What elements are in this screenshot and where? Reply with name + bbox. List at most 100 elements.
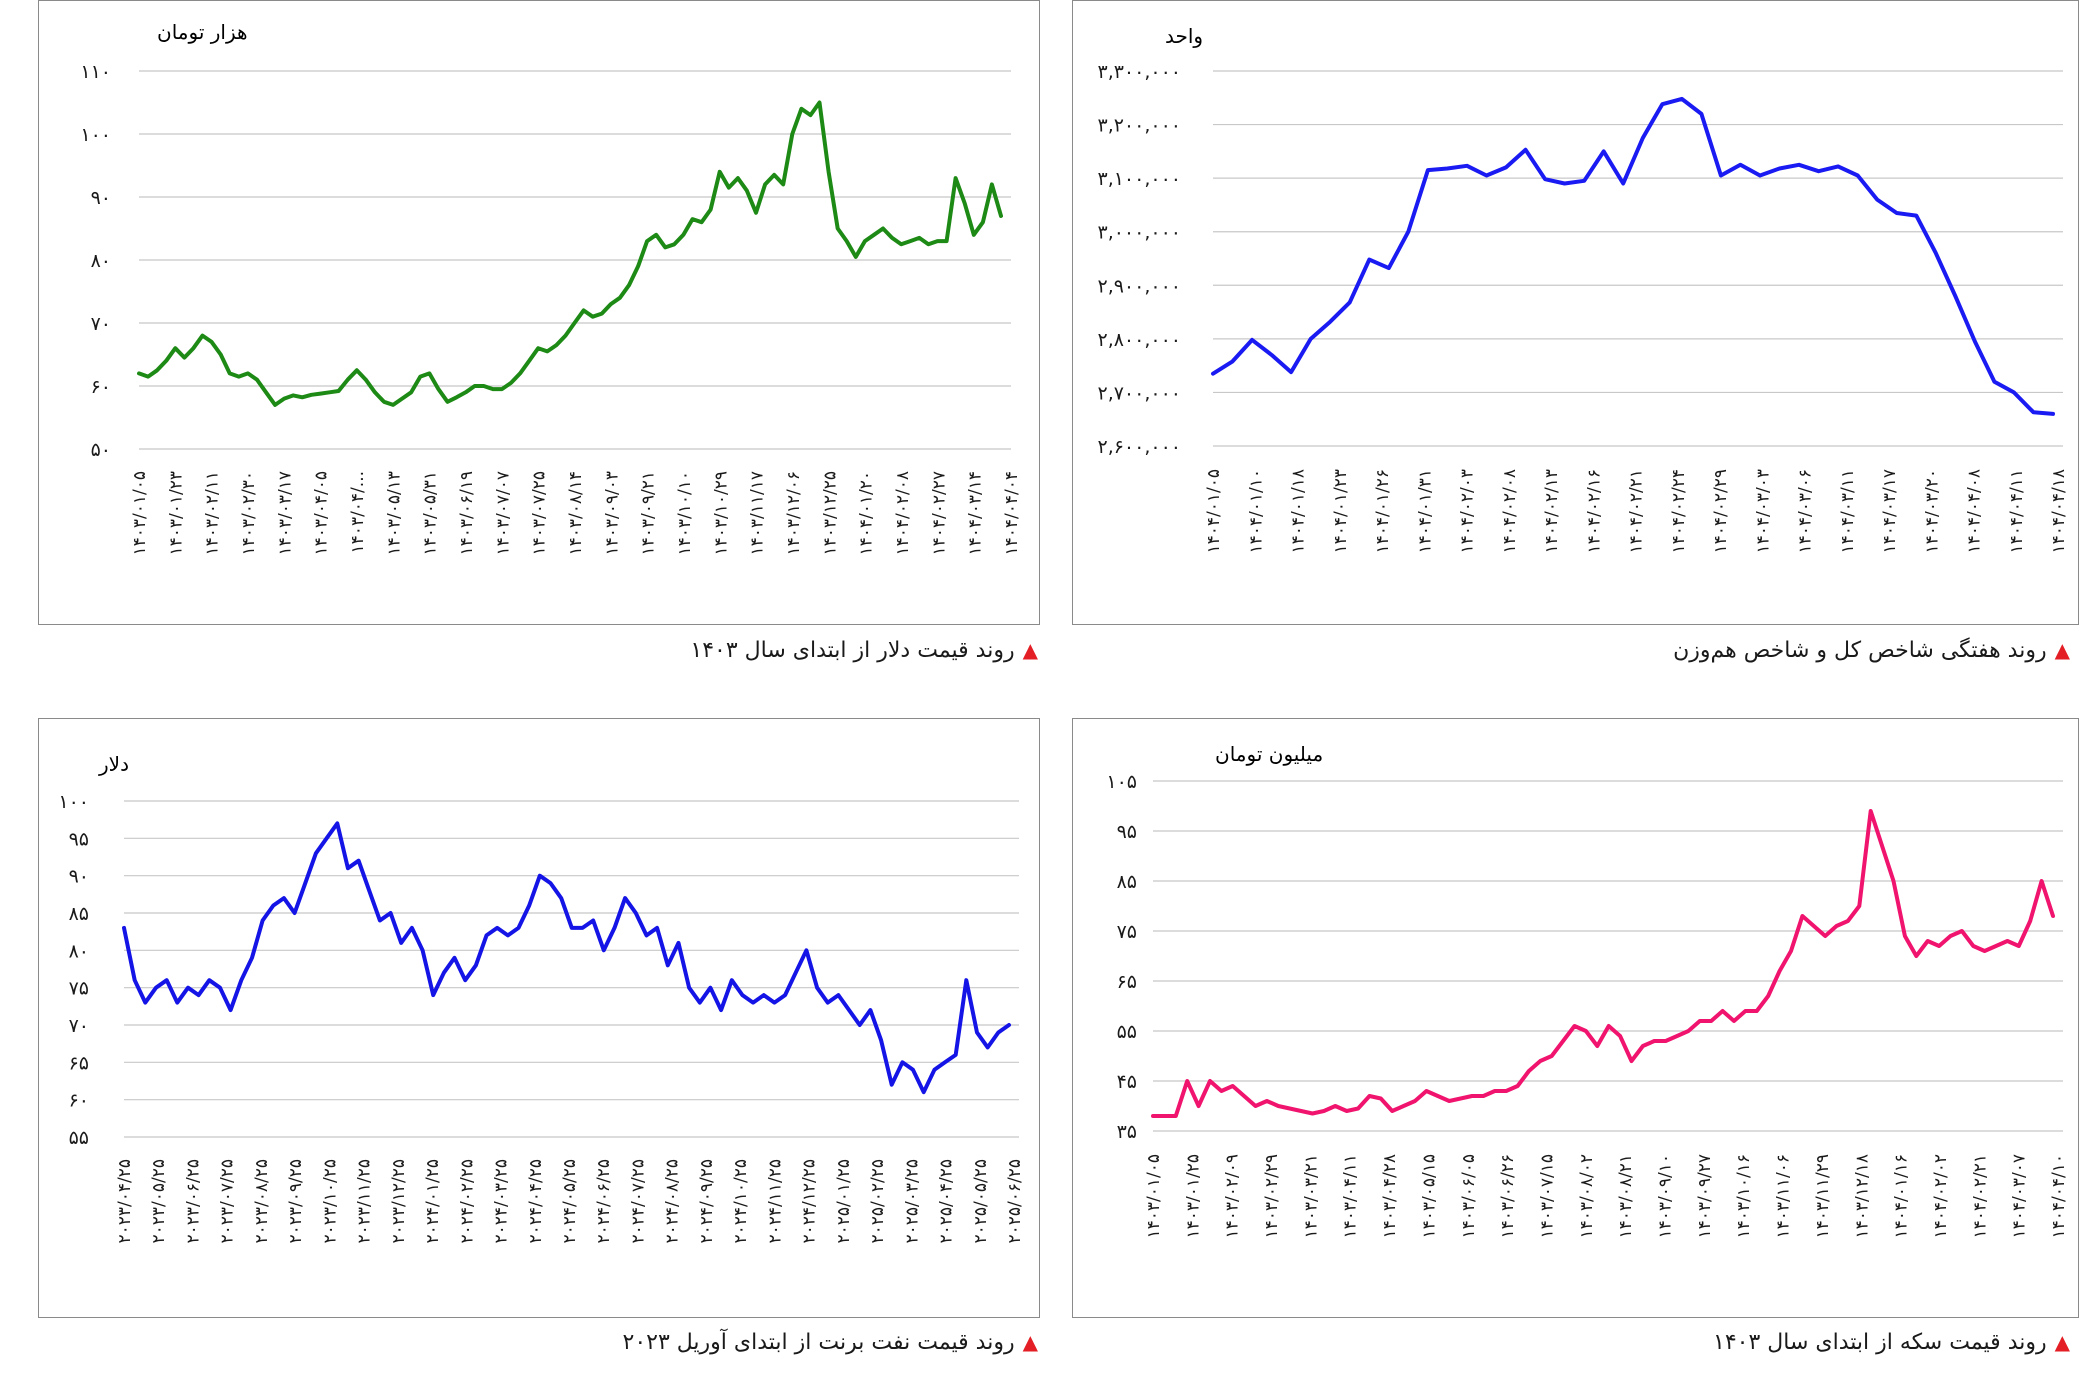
y-tick-label: ۱۱۰ bbox=[80, 61, 111, 83]
y-tick-label: ۲,۶۰۰,۰۰۰ bbox=[1097, 436, 1181, 458]
x-tick-label: ۱۴۰۴/۰۲/۱۳ bbox=[1542, 469, 1562, 554]
x-tick-label: ۲۰۲۴/۰۳/۲۵ bbox=[492, 1159, 512, 1244]
triangle-bullet-icon: ▲ bbox=[2054, 638, 2070, 662]
x-tick-label: ۱۴۰۳/۰۸/۰۲ bbox=[1577, 1154, 1597, 1239]
y-tick-label: ۵۵ bbox=[69, 1127, 89, 1149]
y-tick-label: ۷۵ bbox=[69, 978, 89, 1000]
y-tick-label: ۱۰۵ bbox=[1106, 771, 1137, 793]
y-tick-label: ۴۵ bbox=[1117, 1071, 1137, 1093]
series-line bbox=[137, 100, 1003, 407]
y-tick-label: ۸۰ bbox=[69, 940, 89, 962]
y-axis-unit: میلیون تومان bbox=[1215, 742, 1323, 766]
x-tick-label: ۱۴۰۴/۰۱/۱۶ bbox=[1892, 1154, 1912, 1239]
y-tick-label: ۹۰ bbox=[91, 187, 111, 209]
x-tick-label: ۱۴۰۳/۱۲/۲۵ bbox=[820, 471, 840, 556]
caption-coin: ▲ روند قیمت سکه از ابتدای سال ۱۴۰۳ bbox=[1713, 1330, 2070, 1355]
brent-chart-svg: دلار ۱۰۰ ۹۵ ۹۰ ۸۵ ۸۰ ۷۵ ۷۰ ۶۵ ۶۰ ۵۵ ۲۰۲۳/۰۴/۲۵ ۲۰۲۳/… bbox=[58, 752, 1025, 1244]
x-tick-label: ۱۴۰۳/۰۷/۱۵ bbox=[1537, 1154, 1557, 1239]
y-tick-label: ۷۵ bbox=[1117, 921, 1137, 943]
x-tick-label: ۲۰۲۳/۱۰/۲۵ bbox=[320, 1159, 340, 1244]
caption-dollar-text: روند قیمت دلار از ابتدای سال ۱۴۰۳ bbox=[690, 638, 1015, 663]
y-tick-label: ۳,۰۰۰,۰۰۰ bbox=[1097, 222, 1181, 244]
panel-dollar-chart: هزار تومان ۱۱۰ ۱۰۰ ۹۰ ۸۰ ۷۰ ۶۰ ۵۰ ۱۴۰۳/۰۱/۰۵ ۱۴۰۳… bbox=[38, 0, 1040, 625]
x-tick-label: ۱۴۰۳/۰۴/۰۵ bbox=[312, 471, 332, 556]
x-tick-label: ۱۴۰۳/۱۰/۱۰ bbox=[675, 471, 695, 556]
x-tick-label: ۱۴۰۳/۱۱/۱۷ bbox=[748, 471, 768, 556]
x-tick-label: ۱۴۰۳/۰۲/۳۰ bbox=[239, 471, 259, 556]
x-tick-label: ۱۴۰۳/۰۲/۲۹ bbox=[1262, 1154, 1282, 1239]
caption-brent-text: روند قیمت نفت برنت از ابتدای آوریل ۲۰۲۳ bbox=[622, 1330, 1015, 1355]
y-tick-label: ۶۰ bbox=[69, 1090, 89, 1112]
x-tick-label: ۱۴۰۴/۰۴/۱۱ bbox=[2007, 469, 2027, 554]
x-tick-label: ۱۴۰۳/۰۹/۲۱ bbox=[639, 471, 659, 556]
x-tick-label: ۲۰۲۴/۱۲/۲۵ bbox=[800, 1159, 820, 1244]
y-tick-label: ۹۵ bbox=[1117, 821, 1137, 843]
y-tick-label: ۸۵ bbox=[69, 903, 89, 925]
x-tick-label: ۱۴۰۳/۱۱/۰۶ bbox=[1774, 1154, 1794, 1239]
y-tick-label: ۹۰ bbox=[69, 866, 89, 888]
x-tick-label: ۲۰۲۳/۰۹/۲۵ bbox=[286, 1159, 306, 1244]
x-tick-label: ۱۴۰۴/۰۴/۱۰ bbox=[2049, 1154, 2069, 1239]
caption-index: ▲ روند هفتگی شاخص کل و شاخص هم‌وزن bbox=[1673, 638, 2070, 663]
x-tick-label: ۱۴۰۳/۰۲/۰۹ bbox=[1223, 1154, 1243, 1239]
y-tick-label: ۵۰ bbox=[91, 439, 111, 461]
x-tick-label: ۱۴۰۴/۰۱/۲۶ bbox=[1373, 469, 1393, 554]
x-tick-label: ۱۴۰۳/۰۹/۱۰ bbox=[1656, 1154, 1676, 1239]
x-tick-label: ۱۴۰۴/۰۲/۲۱ bbox=[1627, 469, 1647, 554]
y-tick-label: ۹۵ bbox=[69, 828, 89, 850]
caption-dollar: ▲ روند قیمت دلار از ابتدای سال ۱۴۰۳ bbox=[690, 638, 1038, 663]
triangle-bullet-icon: ▲ bbox=[1022, 1330, 1038, 1354]
x-tick-label: ۲۰۲۴/۱۰/۲۵ bbox=[731, 1159, 751, 1244]
x-tick-label: ۲۰۲۳/۱۱/۲۵ bbox=[355, 1159, 375, 1244]
x-tick-label: ۱۴۰۳/۱۱/۲۹ bbox=[1813, 1154, 1833, 1239]
x-tick-label: ۱۴۰۴/۰۲/۲۱ bbox=[1970, 1154, 1990, 1239]
x-tick-label: ۱۴۰۳/۰۴/۱۱ bbox=[1341, 1154, 1361, 1239]
x-tick-label: ۱۴۰۴/۰۳/۱۱ bbox=[1838, 469, 1858, 554]
x-tick-label: ۱۴۰۳/۰۹/۲۷ bbox=[1695, 1154, 1715, 1239]
y-tick-label: ۲,۸۰۰,۰۰۰ bbox=[1097, 329, 1181, 351]
x-tick-label: ۱۴۰۳/۰۱/۲۵ bbox=[1183, 1154, 1203, 1239]
x-tick-label: ۱۴۰۴/۰۳/۰۳ bbox=[1753, 469, 1773, 554]
x-tick-label: ۱۴۰۴/۰۴/۱۸ bbox=[2049, 469, 2069, 554]
x-tick-label: ۱۴۰۴/۰۳/۱۷ bbox=[1880, 469, 1900, 554]
x-tick-label: ۱۴۰۳/۱۲/۰۶ bbox=[784, 471, 804, 556]
x-tick-label: ۱۴۰۴/۰۲/۰۳ bbox=[1458, 469, 1478, 554]
x-tick-label: ۲۰۲۴/۰۱/۲۵ bbox=[423, 1159, 443, 1244]
y-tick-label: ۳,۲۰۰,۰۰۰ bbox=[1097, 115, 1181, 137]
x-tick-label: ۱۴۰۴/۰۲/۲۴ bbox=[1669, 469, 1689, 554]
x-tick-label: ۲۰۲۳/۰۷/۲۵ bbox=[218, 1159, 238, 1244]
y-tick-label: ۷۰ bbox=[91, 313, 111, 335]
x-tick-label: ۱۴۰۳/۰۵/۳۱ bbox=[421, 471, 441, 556]
x-tick-label: ۱۴۰۴/۰۴/۰۴ bbox=[1002, 471, 1022, 556]
x-tick-label: ۱۴۰۴/۰۳/۰۷ bbox=[2010, 1154, 2030, 1239]
x-tick-label: ۲۰۲۳/۱۲/۲۵ bbox=[389, 1159, 409, 1244]
x-tick-label: ۲۰۲۳/۰۴/۲۵ bbox=[115, 1159, 135, 1244]
x-tick-label: ۱۴۰۳/۰۴/۲۸ bbox=[1380, 1154, 1400, 1239]
x-tick-label: ۱۴۰۳/۰۶/۱۹ bbox=[457, 471, 477, 556]
x-tick-label: ۲۰۲۵/۰۶/۲۵ bbox=[1005, 1159, 1025, 1244]
y-axis-unit: دلار bbox=[98, 752, 129, 776]
x-tick-label: ۱۴۰۳/۰۶/۲۶ bbox=[1498, 1154, 1518, 1239]
coin-chart-svg: میلیون تومان ۱۰۵ ۹۵ ۸۵ ۷۵ ۶۵ ۵۵ ۴۵ ۳۵ ۱۴۰۳/۰۱/۰۵ ۱… bbox=[1106, 742, 2069, 1239]
x-tick-label: ۱۴۰۴/۰۱/۲۳ bbox=[1331, 469, 1351, 554]
x-tick-label: ۲۰۲۵/۰۴/۲۵ bbox=[937, 1159, 957, 1244]
y-axis-unit: هزار تومان bbox=[157, 20, 248, 44]
x-tick-label: ۲۰۲۳/۰۸/۲۵ bbox=[252, 1159, 272, 1244]
x-tick-label: ۱۴۰۳/۰۶/۰۵ bbox=[1459, 1154, 1479, 1239]
x-tick-label: ۲۰۲۴/۰۶/۲۵ bbox=[594, 1159, 614, 1244]
x-tick-label: ۱۴۰۴/۰۳/۱۴ bbox=[966, 471, 986, 556]
x-tick-label: ۲۰۲۵/۰۳/۲۵ bbox=[902, 1159, 922, 1244]
x-tick-label: ۱۴۰۴/۰۳/۰۶ bbox=[1796, 469, 1816, 554]
series-line bbox=[1151, 809, 2055, 1118]
x-tick-label: ۱۴۰۳/۰۴/... bbox=[348, 471, 368, 553]
y-tick-label: ۶۵ bbox=[69, 1052, 89, 1074]
x-tick-label: ۱۴۰۳/۰۲/۱۱ bbox=[203, 471, 223, 556]
x-tick-label: ۱۴۰۳/۰۸/۱۴ bbox=[566, 471, 586, 556]
x-tick-label: ۱۴۰۴/۰۲/۰۸ bbox=[1500, 469, 1520, 554]
caption-coin-text: روند قیمت سکه از ابتدای سال ۱۴۰۳ bbox=[1713, 1330, 2047, 1355]
x-tick-label: ۱۴۰۴/۰۱/۰۵ bbox=[1204, 469, 1224, 554]
y-tick-label: ۱۰۰ bbox=[80, 124, 111, 146]
caption-index-text: روند هفتگی شاخص کل و شاخص هم‌وزن bbox=[1673, 638, 2047, 663]
x-tick-label: ۱۴۰۴/۰۱/۳۱ bbox=[1415, 469, 1435, 554]
index-chart-svg: واحد ۳,۳۰۰,۰۰۰ ۳,۲۰۰,۰۰۰ ۳,۱۰۰,۰۰۰ ۳,۰۰۰,۰۰۰… bbox=[1097, 24, 2069, 554]
